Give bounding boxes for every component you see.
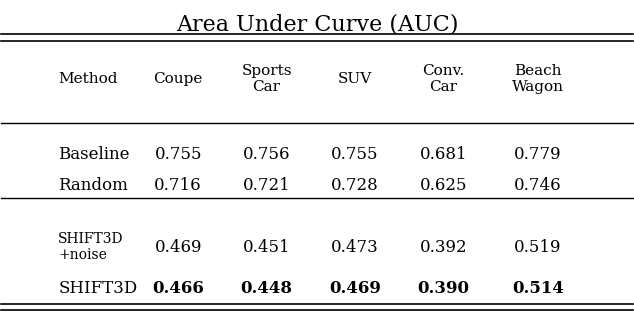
Text: Conv.
Car: Conv. Car — [422, 64, 464, 94]
Text: 0.392: 0.392 — [420, 239, 467, 256]
Text: SHIFT3D: SHIFT3D — [58, 280, 138, 297]
Text: Sports
Car: Sports Car — [242, 64, 292, 94]
Text: Area Under Curve (AUC): Area Under Curve (AUC) — [176, 14, 458, 36]
Text: Baseline: Baseline — [58, 146, 130, 163]
Text: 0.746: 0.746 — [514, 177, 562, 194]
Text: 0.755: 0.755 — [331, 146, 378, 163]
Text: 0.755: 0.755 — [155, 146, 202, 163]
Text: SUV: SUV — [338, 72, 372, 86]
Text: 0.451: 0.451 — [243, 239, 290, 256]
Text: 0.728: 0.728 — [331, 177, 378, 194]
Text: 0.466: 0.466 — [152, 280, 204, 297]
Text: 0.473: 0.473 — [331, 239, 378, 256]
Text: 0.756: 0.756 — [243, 146, 290, 163]
Text: 0.681: 0.681 — [420, 146, 467, 163]
Text: Method: Method — [58, 72, 118, 86]
Text: 0.514: 0.514 — [512, 280, 564, 297]
Text: 0.469: 0.469 — [155, 239, 202, 256]
Text: Coupe: Coupe — [153, 72, 203, 86]
Text: SHIFT3D
+noise: SHIFT3D +noise — [58, 232, 124, 262]
Text: 0.721: 0.721 — [243, 177, 290, 194]
Text: 0.390: 0.390 — [417, 280, 469, 297]
Text: 0.716: 0.716 — [154, 177, 202, 194]
Text: Beach
Wagon: Beach Wagon — [512, 64, 564, 94]
Text: 0.519: 0.519 — [514, 239, 562, 256]
Text: 0.448: 0.448 — [240, 280, 292, 297]
Text: Random: Random — [58, 177, 128, 194]
Text: 0.779: 0.779 — [514, 146, 562, 163]
Text: 0.625: 0.625 — [420, 177, 467, 194]
Text: 0.469: 0.469 — [329, 280, 381, 297]
